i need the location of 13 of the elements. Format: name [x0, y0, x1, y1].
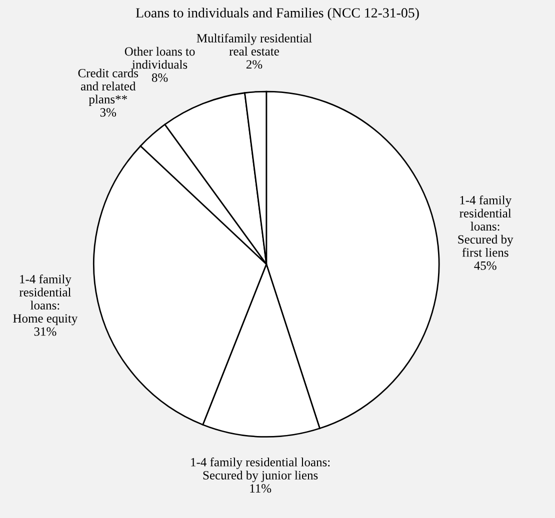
slice-label: 1-4 family residential loans: Secured by junior liens: [191, 457, 330, 482]
chart-title: Loans to individuals and Families (NCC 12-31-05): [136, 8, 419, 20]
data-label: 31%: [34, 327, 56, 336]
slice-label: Credit cards and related plans**: [78, 68, 138, 106]
slice-label: Multifamily residential real estate: [196, 34, 312, 56]
data-label: 11%: [250, 484, 272, 493]
data-label: 3%: [100, 108, 116, 117]
slice-label: Other loans to individuals: [124, 46, 195, 69]
slice-label: 1-4 family residential loans: Home equity: [13, 274, 78, 326]
slice-label: 1-4 family residential loans: Secured by first liens: [458, 195, 514, 257]
data-label: 45%: [474, 261, 496, 270]
data-label: 2%: [246, 60, 262, 69]
data-label: 8%: [152, 73, 168, 82]
